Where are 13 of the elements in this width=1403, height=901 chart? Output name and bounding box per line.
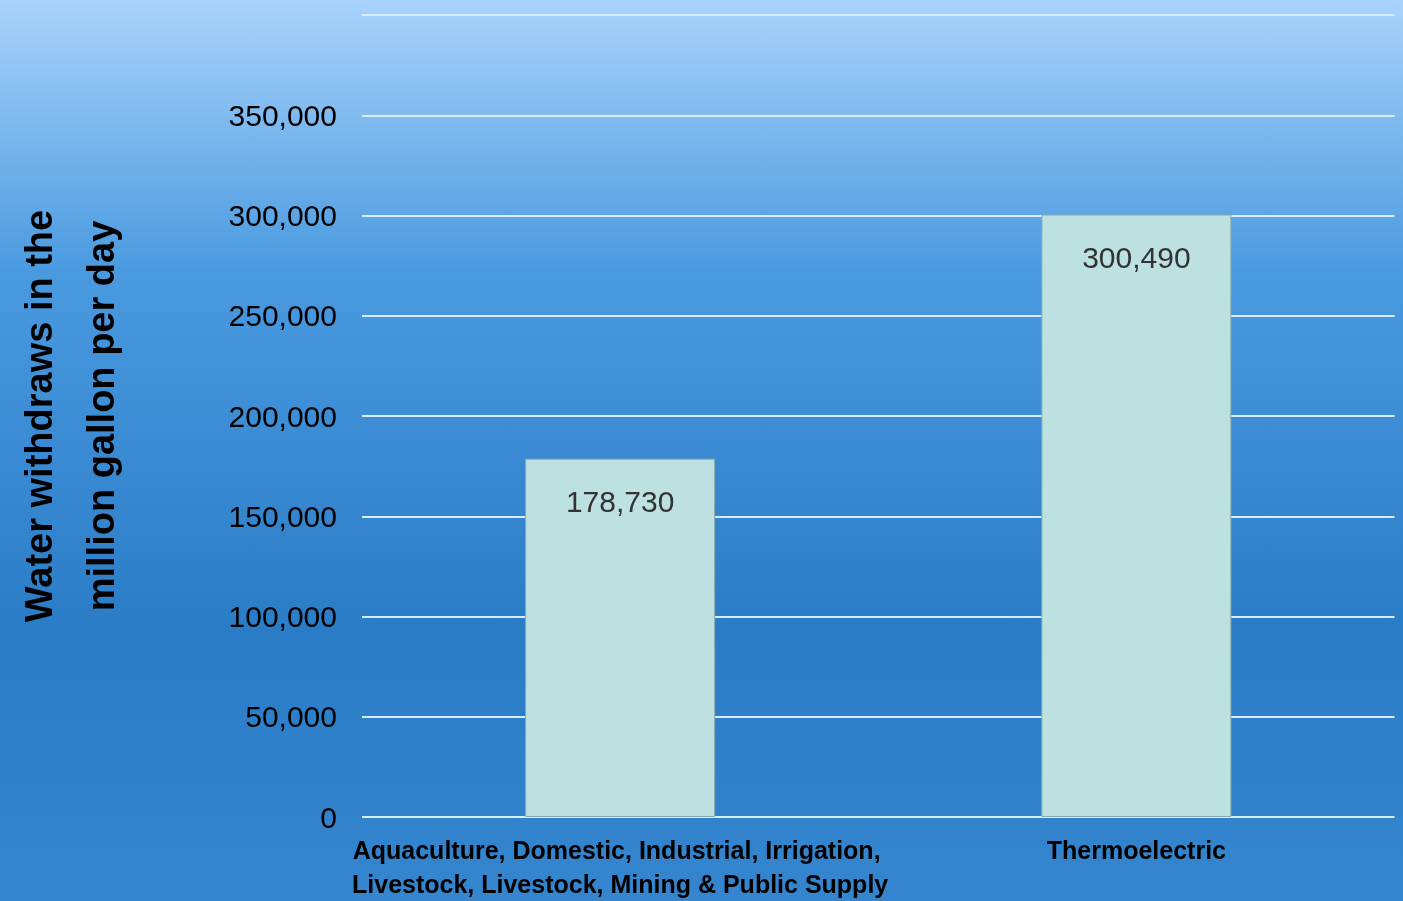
y-tick-label: 350,000 xyxy=(228,98,337,132)
data-label: 178,730 xyxy=(565,485,675,519)
y-tick-label: 0 xyxy=(320,800,337,834)
y-tick-label: 50,000 xyxy=(245,700,337,734)
y-tick-label: 150,000 xyxy=(228,499,337,533)
y-tick-label: 250,000 xyxy=(228,299,337,333)
data-label: 300,490 xyxy=(1082,241,1191,275)
y-tick-label: 300,000 xyxy=(228,199,337,232)
y-tick-label: 100,000 xyxy=(228,600,337,633)
y-axis-title: Water withdraws in the million gallon per day xyxy=(18,209,122,623)
x-tick-label: Thermoelectric xyxy=(1046,836,1227,864)
x-tick-label: Aquaculture, Domestic, Industrial, Irrigation, Livestock, Livestock, Mining & Public Supply xyxy=(352,836,889,898)
y-tick-label: 200,000 xyxy=(228,399,337,433)
